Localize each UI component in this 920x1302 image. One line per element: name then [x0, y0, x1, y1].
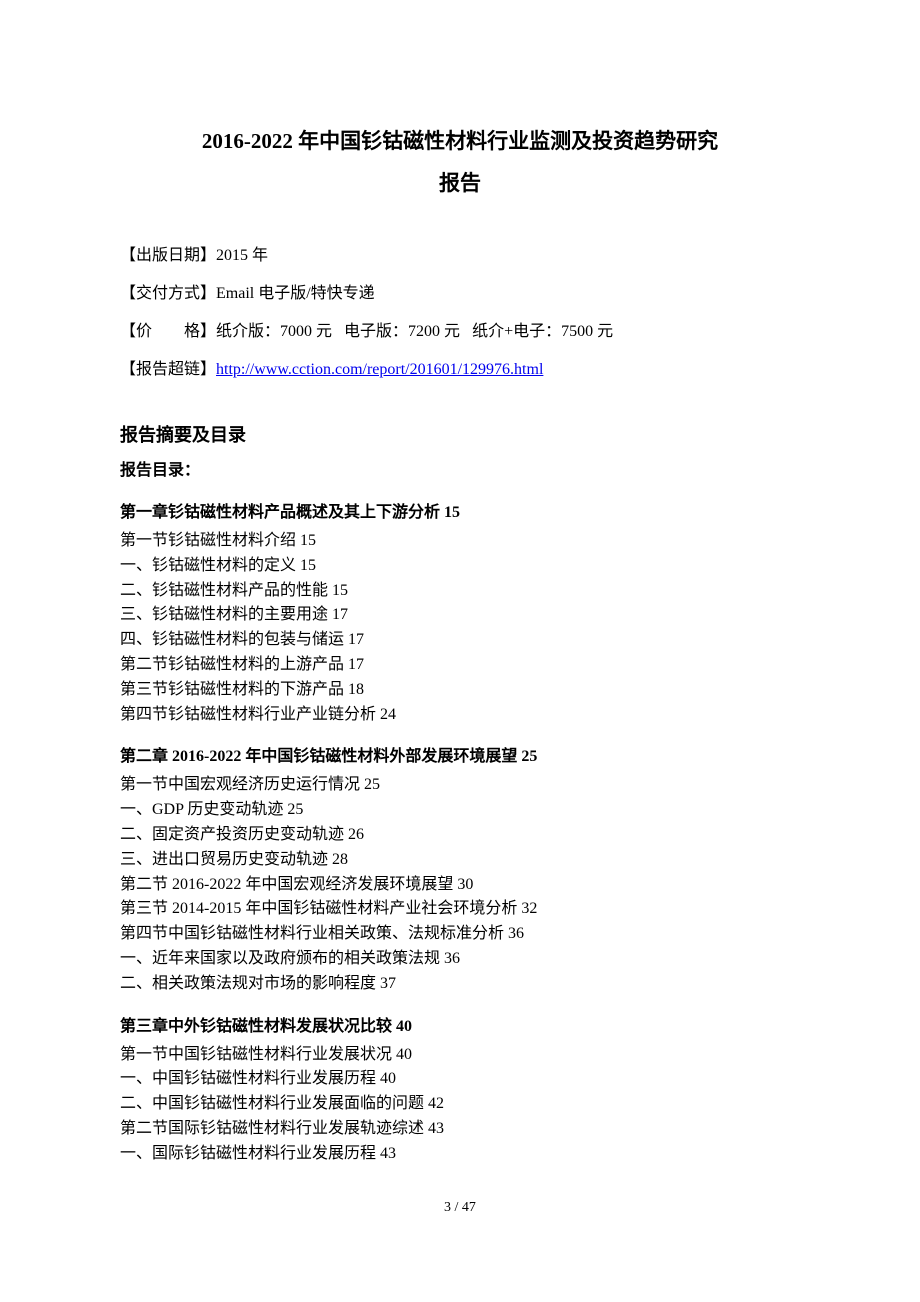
- price-label-2: 格】: [184, 323, 216, 340]
- toc-line: 三、进出口贸易历史变动轨迹 28: [120, 848, 800, 873]
- title-line-2: 报告: [120, 162, 800, 204]
- toc-line: 第二节钐钴磁性材料的上游产品 17: [120, 653, 800, 678]
- toc-line: 二、钐钴磁性材料产品的性能 15: [120, 579, 800, 604]
- toc-line: 二、相关政策法规对市场的影响程度 37: [120, 972, 800, 997]
- delivery-value: Email 电子版/特快专递: [216, 285, 375, 302]
- delivery-label: 【交付方式】: [120, 285, 216, 302]
- pub-date-label: 【出版日期】: [120, 247, 216, 264]
- toc-line: 第三节 2014-2015 年中国钐钴磁性材料产业社会环境分析 32: [120, 897, 800, 922]
- toc-line: 四、钐钴磁性材料的包装与储运 17: [120, 628, 800, 653]
- meta-delivery: 【交付方式】Email 电子版/特快专递: [120, 282, 800, 306]
- toc-line: 三、钐钴磁性材料的主要用途 17: [120, 603, 800, 628]
- toc-line: 第一节中国钐钴磁性材料行业发展状况 40: [120, 1043, 800, 1068]
- price-combo: 纸介+电子：7500 元: [472, 323, 613, 340]
- toc-line: 第一节钐钴磁性材料介绍 15: [120, 529, 800, 554]
- page-footer: 3 / 47: [120, 1197, 800, 1218]
- toc-line: 第四节钐钴磁性材料行业产业链分析 24: [120, 703, 800, 728]
- summary-heading: 报告摘要及目录: [120, 422, 800, 449]
- toc-line: 一、中国钐钴磁性材料行业发展历程 40: [120, 1067, 800, 1092]
- meta-price: 【价 格】纸介版：7000 元 电子版：7200 元 纸介+电子：7500 元: [120, 320, 800, 344]
- pub-date-value: 2015 年: [216, 247, 268, 264]
- meta-section: 【出版日期】2015 年 【交付方式】Email 电子版/特快专递 【价格】纸介…: [120, 244, 800, 382]
- price-label-1: 【价: [120, 323, 152, 340]
- toc-line: 第二节 2016-2022 年中国宏观经济发展环境展望 30: [120, 873, 800, 898]
- toc-line: 二、中国钐钴磁性材料行业发展面临的问题 42: [120, 1092, 800, 1117]
- toc-line: 第一节中国宏观经济历史运行情况 25: [120, 773, 800, 798]
- toc-line: 第三节钐钴磁性材料的下游产品 18: [120, 678, 800, 703]
- meta-pub-date: 【出版日期】2015 年: [120, 244, 800, 268]
- title-line-1: 2016-2022 年中国钐钴磁性材料行业监测及投资趋势研究: [120, 120, 800, 162]
- meta-link: 【报告超链】http://www.cction.com/report/20160…: [120, 358, 800, 382]
- link-label: 【报告超链】: [120, 361, 216, 378]
- toc-line: 第四节中国钐钴磁性材料行业相关政策、法规标准分析 36: [120, 922, 800, 947]
- toc-line: 一、近年来国家以及政府颁布的相关政策法规 36: [120, 947, 800, 972]
- toc-line: 一、GDP 历史变动轨迹 25: [120, 798, 800, 823]
- toc-line: 一、国际钐钴磁性材料行业发展历程 43: [120, 1142, 800, 1167]
- toc-line: 二、固定资产投资历史变动轨迹 26: [120, 823, 800, 848]
- toc-line: 一、钐钴磁性材料的定义 15: [120, 554, 800, 579]
- price-electronic: 电子版：7200 元: [344, 323, 460, 340]
- price-paper: 纸介版：7000 元: [216, 323, 332, 340]
- toc-heading: 报告目录：: [120, 459, 800, 483]
- report-link[interactable]: http://www.cction.com/report/201601/1299…: [216, 361, 543, 378]
- chapter-3-title: 第三章中外钐钴磁性材料发展状况比较 40: [120, 1015, 800, 1039]
- chapter-1-title: 第一章钐钴磁性材料产品概述及其上下游分析 15: [120, 501, 800, 525]
- chapter-2-title: 第二章 2016-2022 年中国钐钴磁性材料外部发展环境展望 25: [120, 745, 800, 769]
- toc-line: 第二节国际钐钴磁性材料行业发展轨迹综述 43: [120, 1117, 800, 1142]
- report-title: 2016-2022 年中国钐钴磁性材料行业监测及投资趋势研究 报告: [120, 120, 800, 204]
